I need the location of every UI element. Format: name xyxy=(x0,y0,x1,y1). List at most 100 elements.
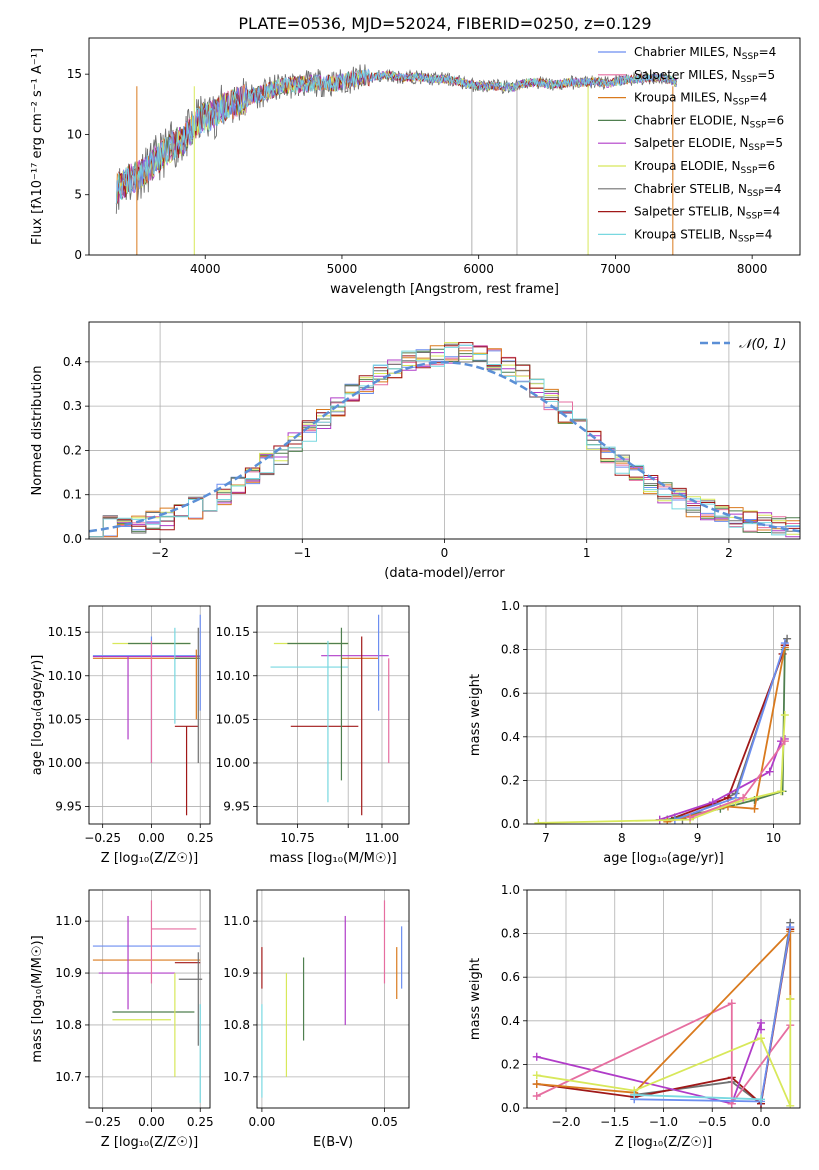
legend-label-sub: SSP xyxy=(741,75,758,85)
legend-label-tail: =5 xyxy=(765,136,783,150)
y-tick-label: 0.1 xyxy=(63,488,82,502)
normal-curve xyxy=(89,361,800,533)
x-axis-label: E(B-V) xyxy=(313,1135,353,1150)
legend-label-sub: SSP xyxy=(741,166,758,176)
y-tick-label: 11.0 xyxy=(55,914,82,928)
x-tick-label: 0.00 xyxy=(249,1115,276,1129)
legend-label-tail: =6 xyxy=(757,159,775,173)
axes-weight_vs_age: 7 8 9 10 0.0 0.2 0.4 0.6 0.8 1.0 age [log₁₀(age/yr… xyxy=(468,599,801,866)
x-tick-label: 7 xyxy=(542,831,550,845)
y-tick-label: 0.8 xyxy=(501,643,520,657)
plot-area-weight_vs_Z xyxy=(532,918,795,1108)
x-tick-label: 0.05 xyxy=(371,1115,398,1129)
legend-label: Salpeter ELODIE, NSSP=5 xyxy=(634,136,783,153)
weight-marker xyxy=(757,1034,765,1043)
y-axis-label: Normed distribution xyxy=(30,366,45,496)
y-tick-label: 0.4 xyxy=(63,355,82,369)
x-tick-label: 10 xyxy=(766,831,781,845)
x-tick-label: 0.00 xyxy=(138,831,165,845)
weight-marker xyxy=(532,1092,541,1101)
y-tick-label: 10.15 xyxy=(216,625,250,639)
spectrum-line xyxy=(115,69,678,205)
x-tick-label: 4000 xyxy=(190,262,221,276)
axes-frame xyxy=(88,889,211,1109)
axes-mass_vs_ebv: 0.00 0.05 10.7 10.8 10.9 11.0 E(B-V) xyxy=(223,889,410,1150)
weight-marker xyxy=(663,817,672,824)
y-tick-label: 0.2 xyxy=(501,773,520,787)
spectrum-line xyxy=(115,68,678,205)
legend-label-tail: =5 xyxy=(757,68,775,82)
y-tick-label: 0.3 xyxy=(63,399,82,413)
spectrum-line xyxy=(115,69,677,204)
y-tick-label: 0 xyxy=(74,248,82,262)
x-tick-label: 0.00 xyxy=(138,1115,165,1129)
spectrum-line xyxy=(115,69,677,205)
plot-area-weight_vs_age xyxy=(534,634,792,824)
legend-label-text: Salpeter STELIB, N xyxy=(634,205,746,219)
y-axis-label: mass weight xyxy=(468,958,483,1040)
y-tick-label: 10.05 xyxy=(48,712,82,726)
legend-label-sub: SSP xyxy=(733,98,750,108)
y-tick-label: 15 xyxy=(67,67,82,81)
spectrum-line xyxy=(115,64,678,214)
y-tick-label: 10.9 xyxy=(223,966,250,980)
histogram-series xyxy=(89,344,800,539)
y-tick-label: 11.0 xyxy=(223,914,250,928)
x-tick-label: 0 xyxy=(441,546,449,560)
legend-label-tail: =4 xyxy=(764,182,782,196)
weight-marker xyxy=(780,639,789,648)
legend-label: Chabrier STELIB, NSSP=4 xyxy=(634,182,782,199)
x-tick-label: −1.5 xyxy=(600,1115,629,1129)
x-axis-label: wavelength [Angstrom, rest frame] xyxy=(330,282,559,297)
spectrum-line xyxy=(115,70,678,205)
legend-label-sub: SSP xyxy=(747,189,764,199)
axes-age_vs_mass: 10.75 11.00 9.95 10.00 10.05 10.10 10.15 mass [… xyxy=(216,605,410,866)
y-tick-label: 0.0 xyxy=(63,532,82,546)
y-tick-label: 0.0 xyxy=(501,817,520,831)
plot-area-age_vs_mass xyxy=(270,614,390,816)
x-tick-label: 1 xyxy=(583,546,591,560)
legend-label-text: Chabrier ELODIE, N xyxy=(634,113,750,127)
legend-label: Kroupa MILES, NSSP=4 xyxy=(634,91,767,108)
y-axis-label: Flux [fλ10⁻¹⁷ erg cm⁻² s⁻¹ A⁻¹] xyxy=(30,48,45,245)
legend-label: Salpeter STELIB, NSSP=4 xyxy=(634,205,780,222)
y-tick-label: 0.6 xyxy=(501,970,520,984)
errorbar-point xyxy=(174,725,199,816)
legend-label-text: Salpeter ELODIE, N xyxy=(634,136,748,150)
x-axis-label: Z [log₁₀(Z/Z☉)] xyxy=(101,851,198,866)
weight-marker xyxy=(786,1101,795,1108)
x-tick-label: −0.25 xyxy=(84,1115,121,1129)
x-tick-label: 8 xyxy=(618,831,626,845)
y-tick-label: 5 xyxy=(74,188,82,202)
x-tick-label: 7000 xyxy=(600,262,631,276)
x-tick-label: −0.5 xyxy=(698,1115,727,1129)
weight-marker xyxy=(765,767,774,776)
y-tick-label: 10.7 xyxy=(223,1070,250,1084)
plot-area-spectrum xyxy=(115,64,678,255)
y-tick-label: 10.00 xyxy=(48,756,82,770)
weight-marker xyxy=(780,737,789,746)
legend-label-tail: =4 xyxy=(763,205,781,219)
x-tick-label: 0.25 xyxy=(187,1115,214,1129)
y-axis-label: age [log₁₀(age/yr)] xyxy=(30,655,45,776)
x-tick-label: 6000 xyxy=(463,262,494,276)
x-axis-label: age [log₁₀(age/yr)] xyxy=(603,851,724,866)
y-tick-label: 10.9 xyxy=(55,966,82,980)
y-tick-label: 0.8 xyxy=(501,927,520,941)
weight-marker xyxy=(532,1052,541,1061)
legend-label-text: Chabrier STELIB, N xyxy=(634,182,747,196)
axes-age_vs_Z: −0.25 0.00 0.25 9.95 10.00 10.05 10.10 10.15 Z [… xyxy=(30,605,214,866)
weight-marker xyxy=(757,1095,765,1104)
weight-line xyxy=(536,929,792,1094)
axes-frame xyxy=(88,321,801,540)
spectrum-line xyxy=(115,70,678,205)
axes-frame xyxy=(526,605,801,825)
legend-label-text: Salpeter MILES, N xyxy=(634,68,741,82)
x-tick-label: 8000 xyxy=(737,262,768,276)
y-axis-label: mass [log₁₀(M/M☉)] xyxy=(30,935,45,1062)
legend-label-text: Kroupa ELODIE, N xyxy=(634,159,741,173)
x-axis-label: (data-model)/error xyxy=(384,566,505,581)
y-tick-label: 10.8 xyxy=(223,1018,250,1032)
y-tick-label: 9.95 xyxy=(55,800,82,814)
